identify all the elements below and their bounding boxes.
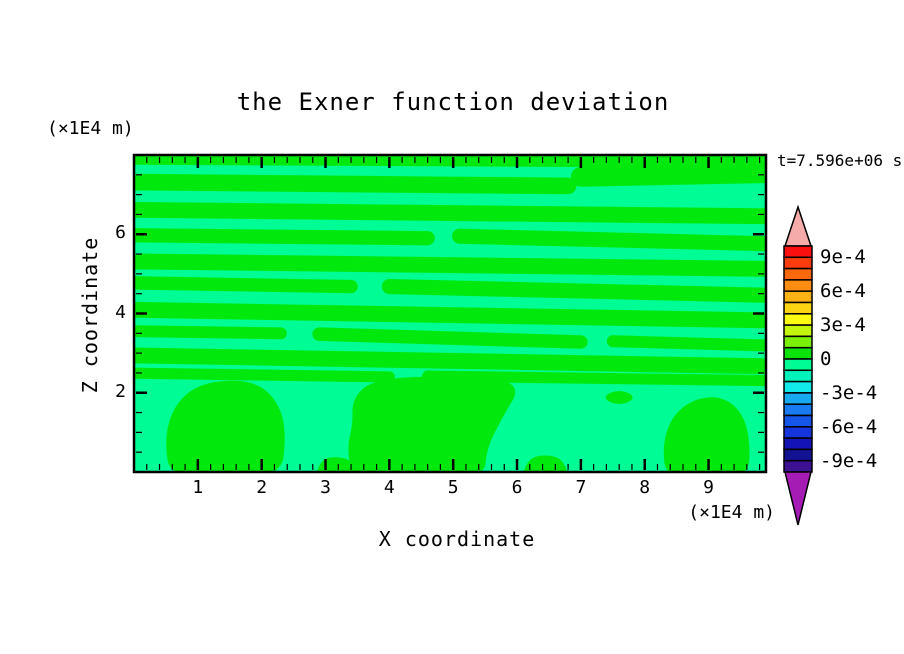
colorbar-tick-label: -9e-4	[820, 449, 878, 472]
colorbar-tick-label: 3e-4	[820, 314, 866, 337]
positive-contour-blob	[663, 397, 750, 472]
time-stamp-label: t=7.596e+06 s	[777, 151, 903, 170]
positive-contour-streak	[381, 279, 766, 303]
z-tick-label: 6	[115, 222, 126, 244]
x-tick-label: 6	[511, 477, 523, 498]
x-axis-title: X coordinate	[378, 527, 536, 551]
colorbar-band	[783, 256, 813, 270]
positive-contour-streak	[134, 173, 577, 195]
colorbar-band	[783, 426, 813, 439]
colorbar-tick-label: 0	[820, 348, 832, 370]
positive-contour-streak	[134, 276, 358, 294]
colorbar-band	[783, 335, 813, 349]
positive-contour-streak	[134, 155, 766, 168]
colorbar-band	[783, 459, 813, 473]
positive-contour-streak	[134, 228, 435, 246]
colorbar-over-arrow	[783, 204, 813, 247]
z-axis-unit-label: (×1E4 m)	[47, 118, 134, 139]
x-tick-label: 9	[703, 477, 714, 498]
x-tick-label: 8	[639, 477, 651, 498]
colorbar-tick-label: 9e-4	[820, 246, 866, 269]
plot-border	[132, 153, 768, 474]
positive-contour-streak	[606, 335, 766, 352]
x-tick-label: 7	[575, 477, 587, 498]
positive-contour-blob	[605, 390, 633, 405]
colorbar-band	[783, 245, 813, 259]
positive-contour-streak	[134, 367, 395, 383]
colorbar-band	[783, 313, 813, 326]
colorbar-band	[783, 346, 813, 360]
colorbar-band	[783, 324, 813, 338]
colorbar-band	[783, 448, 813, 462]
positive-contour-streak	[312, 327, 588, 349]
positive-contour-streak	[134, 347, 766, 375]
x-tick-label: 4	[383, 477, 395, 498]
colorbar-band	[783, 414, 813, 428]
colorbar-band	[783, 437, 813, 451]
x-tick-label: 5	[447, 477, 459, 498]
colorbar-band	[783, 267, 813, 281]
x-tick-label: 2	[256, 477, 268, 498]
colorbar-tick-label: -6e-4	[820, 415, 878, 438]
colorbar-band	[783, 403, 813, 417]
x-tick-label: 3	[320, 477, 331, 498]
colorbar-under-arrow	[784, 471, 812, 526]
page-title: the Exner function deviation	[236, 88, 670, 116]
colorbar	[783, 204, 813, 526]
colorbar-band	[783, 369, 813, 383]
colorbar-band	[783, 301, 813, 315]
colorbar-band	[783, 290, 813, 304]
positive-contour-streak	[570, 163, 766, 187]
positive-contour-streak	[134, 325, 287, 340]
colorbar-tick-label: -3e-4	[820, 381, 878, 404]
positive-contour-blob	[317, 457, 355, 472]
colorbar-tick-label: 6e-4	[820, 280, 866, 303]
colorbar-band	[783, 279, 813, 292]
contour-layer	[134, 155, 766, 472]
colorbar-band	[783, 358, 813, 372]
positive-contour-streak	[134, 253, 766, 277]
positive-contour-blob	[166, 380, 285, 472]
x-axis-unit-label: (×1E4 m)	[688, 502, 775, 523]
positive-contour-streak	[134, 201, 766, 225]
z-tick-label: 4	[115, 301, 126, 323]
colorbar-band	[783, 380, 813, 394]
positive-contour-streak	[134, 301, 766, 329]
colorbar-band	[783, 392, 813, 405]
positive-contour-streak	[452, 228, 766, 252]
x-tick-label: 1	[192, 477, 204, 498]
z-tick-label: 2	[115, 380, 126, 402]
positive-contour-streak	[422, 370, 766, 387]
